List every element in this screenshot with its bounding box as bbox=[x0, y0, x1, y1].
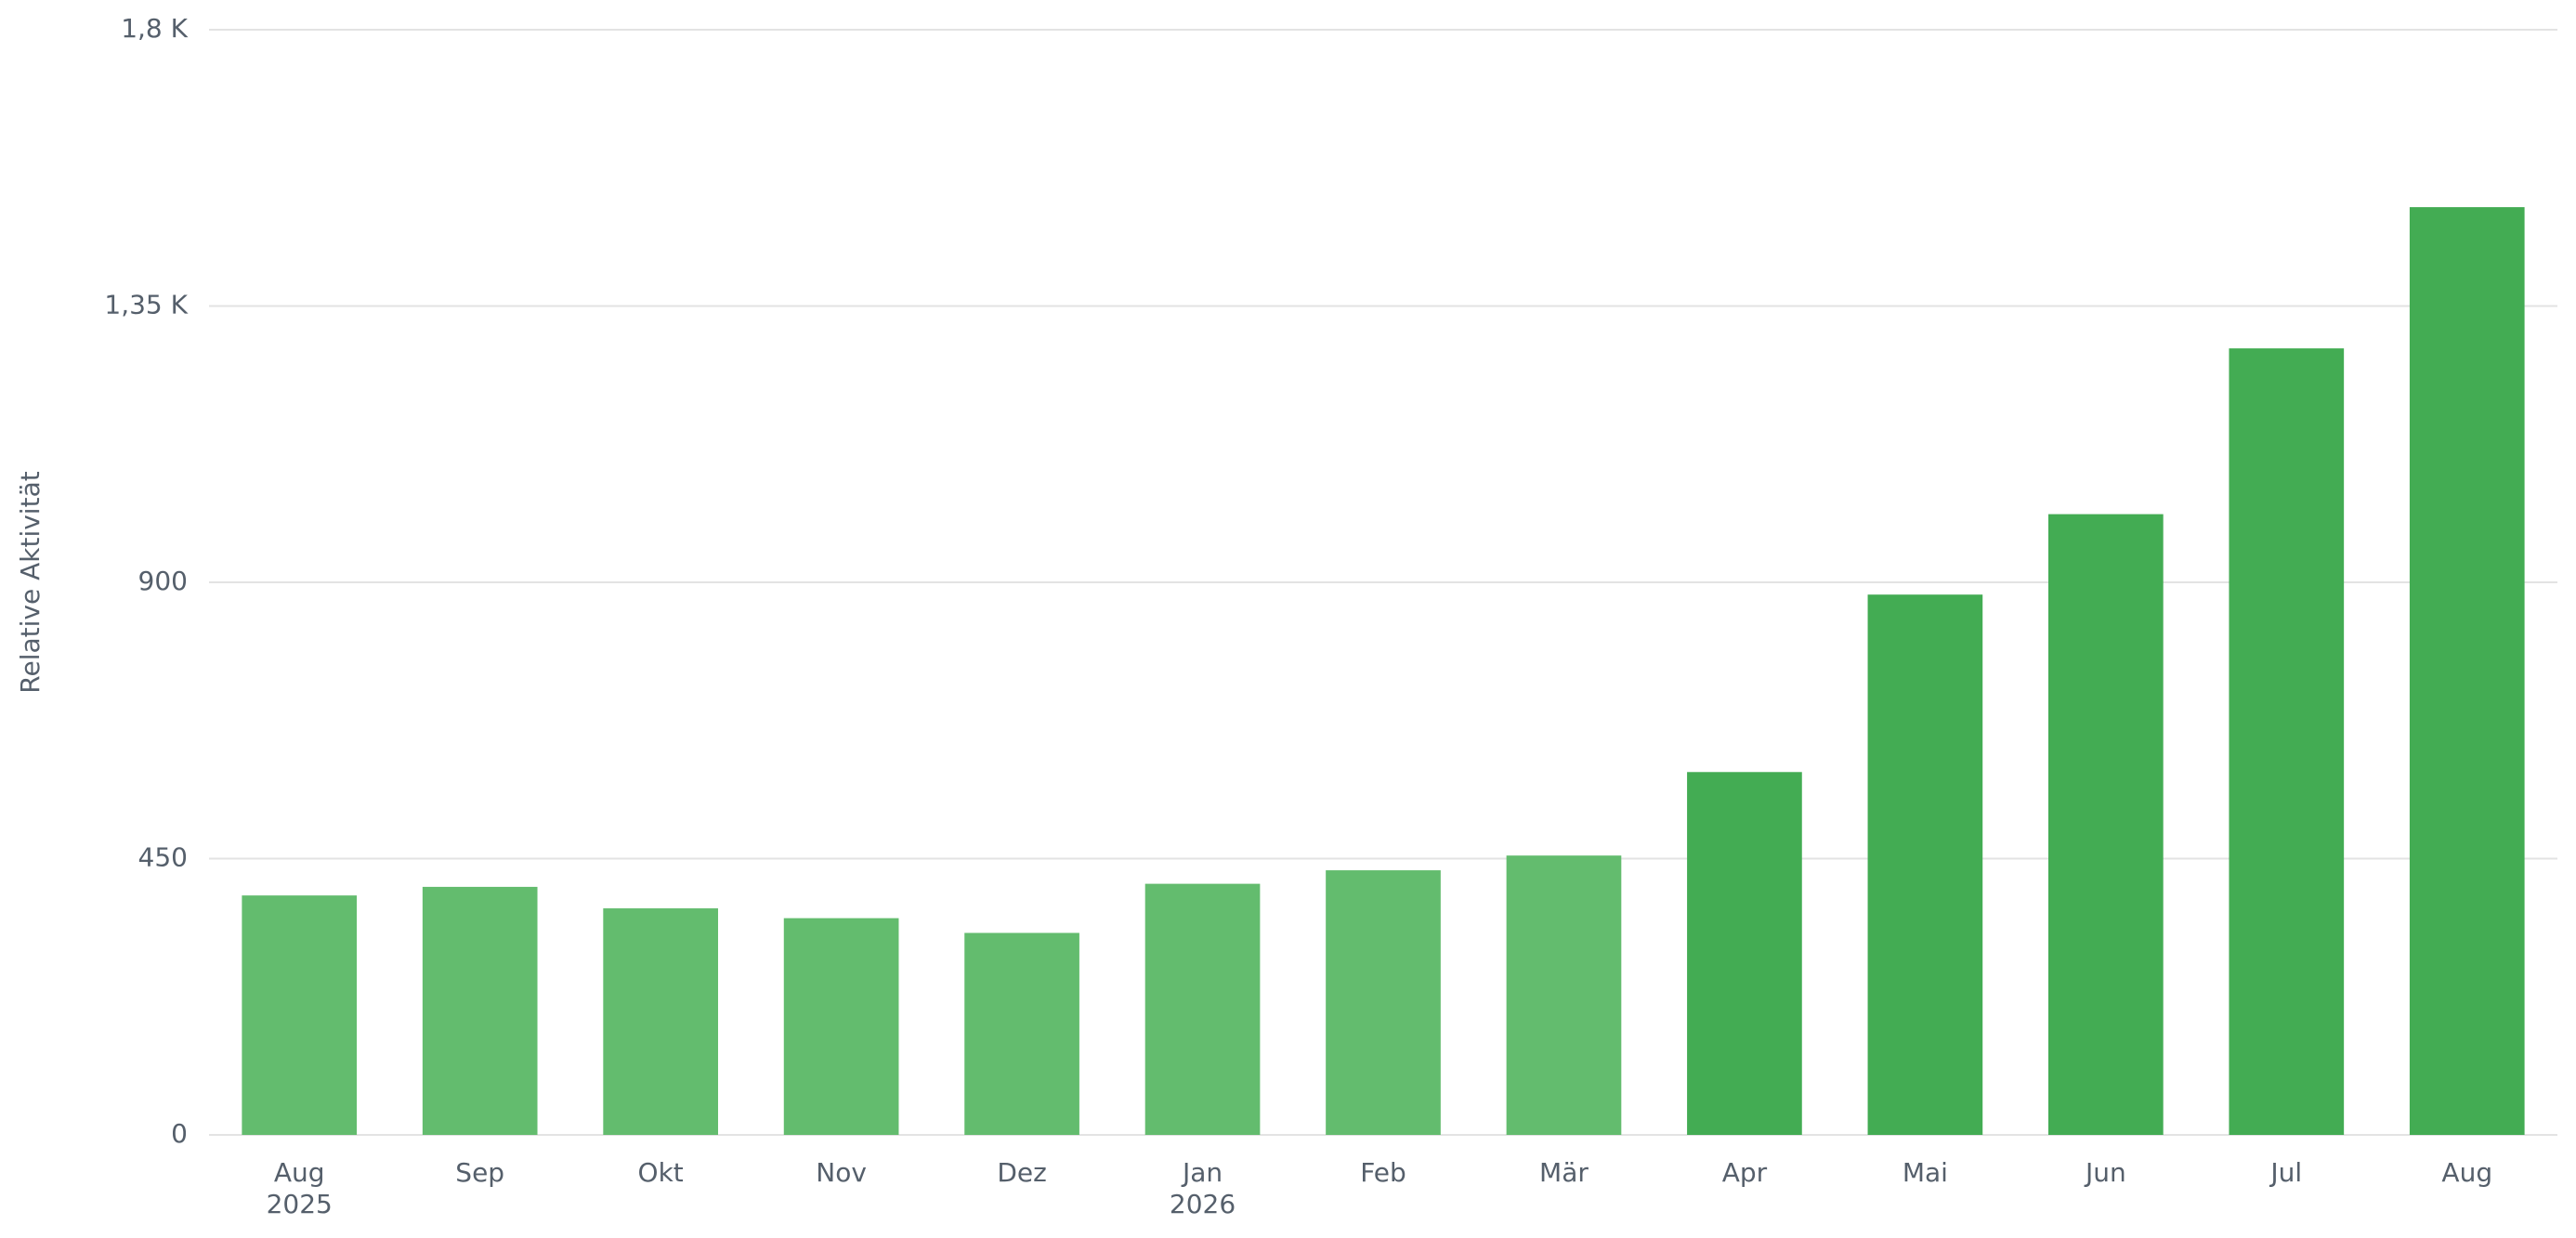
x-tick-sublabel: 2025 bbox=[267, 1189, 333, 1219]
x-tick-label: Sep bbox=[455, 1157, 504, 1188]
bar bbox=[603, 908, 718, 1135]
bar bbox=[2409, 207, 2525, 1136]
bar bbox=[1687, 772, 1802, 1135]
x-tick-label: Aug bbox=[274, 1157, 325, 1188]
x-tick-label: Okt bbox=[638, 1157, 684, 1188]
y-tick-label: 450 bbox=[138, 842, 188, 873]
x-tick-label: Apr bbox=[1722, 1157, 1768, 1188]
x-tick-label: Feb bbox=[1360, 1157, 1406, 1188]
x-tick-sublabel: 2026 bbox=[1170, 1189, 1236, 1219]
bar bbox=[964, 932, 1079, 1135]
x-tick-label: Aug bbox=[2441, 1157, 2492, 1188]
x-tick-label: Dez bbox=[997, 1157, 1046, 1188]
x-tick-label: Mär bbox=[1539, 1157, 1589, 1188]
x-tick-label: Jun bbox=[2084, 1157, 2126, 1188]
x-tick-label: Jul bbox=[2269, 1157, 2302, 1188]
y-axis-label: Relative Aktivität bbox=[15, 471, 46, 693]
x-tick-label: Jan bbox=[1181, 1157, 1223, 1188]
x-tick-label: Mai bbox=[1903, 1157, 1948, 1188]
bar bbox=[783, 918, 899, 1135]
y-tick-label: 1,8 K bbox=[121, 13, 188, 44]
bar bbox=[1326, 870, 1441, 1135]
bar bbox=[2048, 514, 2164, 1135]
y-tick-label: 900 bbox=[138, 566, 188, 596]
x-tick-label: Nov bbox=[816, 1157, 867, 1188]
bar bbox=[422, 886, 538, 1135]
y-tick-label: 1,35 K bbox=[104, 290, 188, 320]
bar bbox=[2229, 348, 2345, 1135]
bar bbox=[1144, 883, 1261, 1135]
y-tick-label: 0 bbox=[171, 1118, 188, 1149]
bar bbox=[242, 895, 358, 1135]
bar bbox=[1506, 855, 1622, 1135]
bar bbox=[1867, 594, 1983, 1135]
